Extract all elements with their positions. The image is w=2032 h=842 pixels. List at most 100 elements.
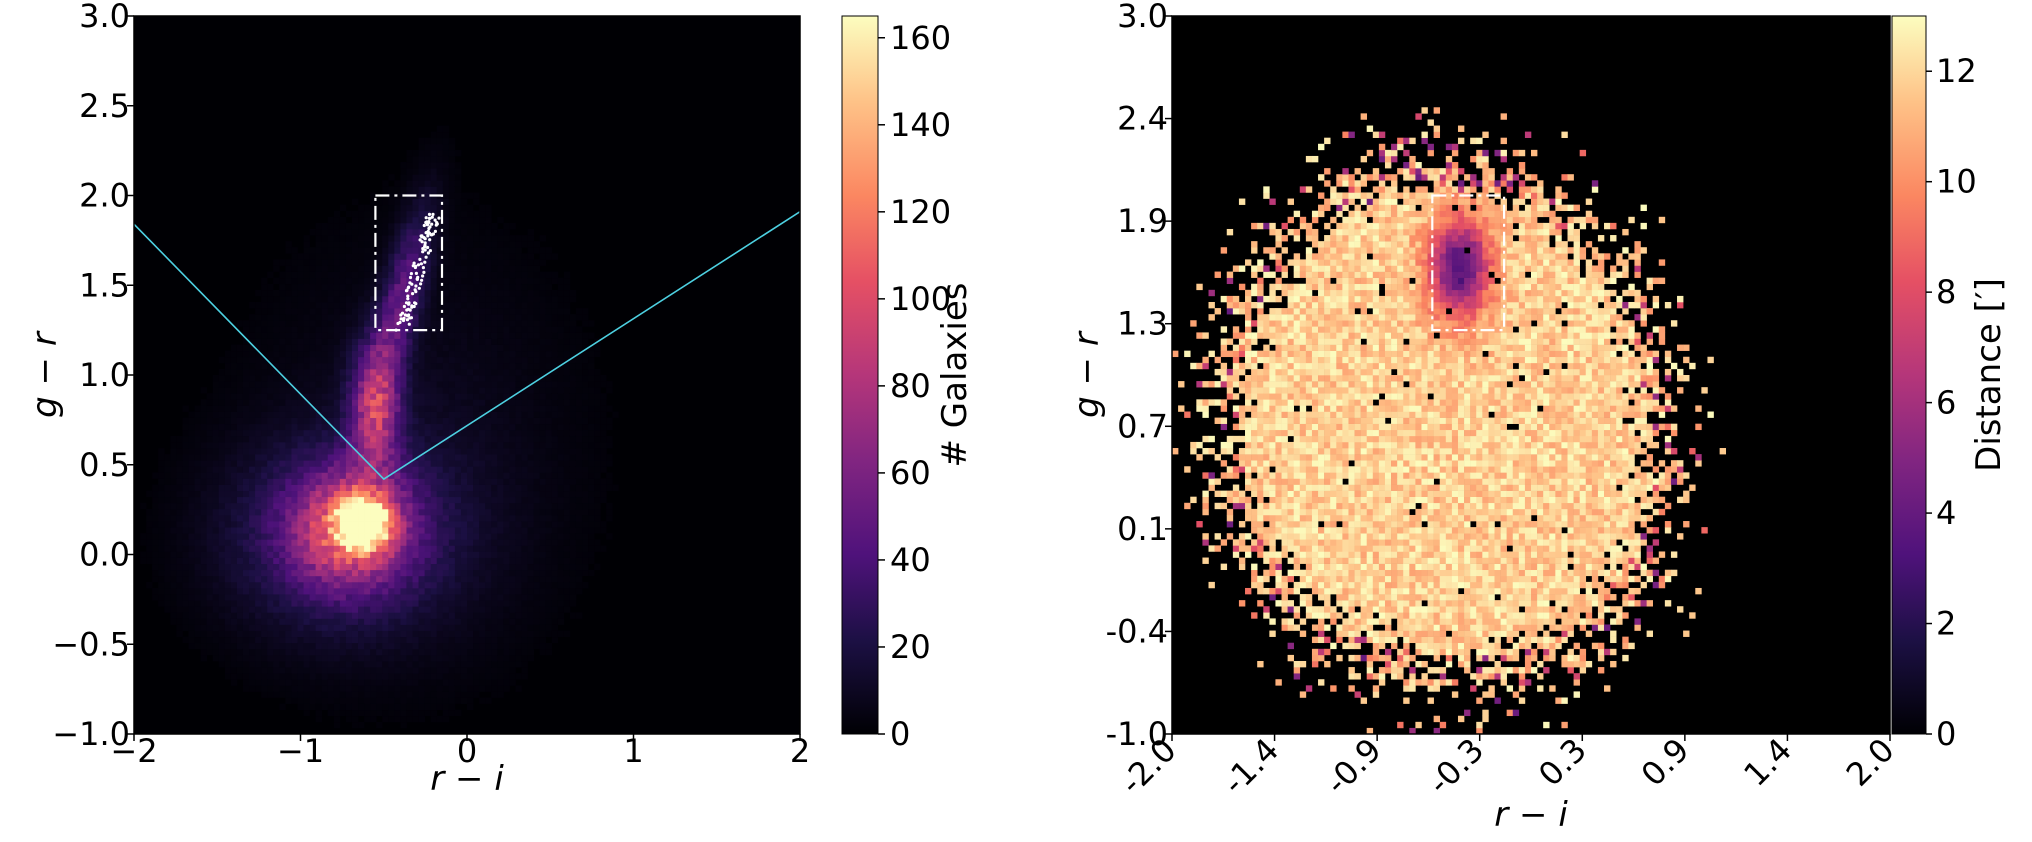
heatmap-cell <box>255 399 262 406</box>
heatmap-cell <box>545 253 553 260</box>
heatmap-cell <box>345 350 353 358</box>
heatmap-cell <box>406 521 413 528</box>
heatmap-cell <box>521 375 528 382</box>
heatmap-cell <box>430 314 438 321</box>
heatmap-cell <box>261 326 268 333</box>
heatmap-cell <box>515 514 522 522</box>
heatmap-cell <box>242 381 250 388</box>
heatmap-cell <box>370 454 377 461</box>
heatmap-cell <box>242 490 250 498</box>
heatmap-cell <box>406 271 413 279</box>
heatmap-cell <box>358 368 365 376</box>
heatmap-cell <box>327 362 335 370</box>
heatmap-cell <box>545 338 553 345</box>
heatmap-cell <box>321 527 329 534</box>
heatmap-cell <box>176 508 183 516</box>
heatmap-cell <box>376 496 383 504</box>
heatmap-cell <box>273 569 280 577</box>
heatmap-cell <box>551 368 559 376</box>
heatmap-cell <box>412 587 419 595</box>
heatmap-cell <box>467 259 474 266</box>
heatmap-cell <box>569 569 577 577</box>
heatmap-cell <box>327 393 335 400</box>
heatmap-cell <box>406 478 413 485</box>
heatmap-cell <box>351 411 359 418</box>
heatmap-cell <box>170 618 177 625</box>
heatmap-cell <box>218 606 226 613</box>
heatmap-cell <box>430 606 438 613</box>
heatmap-cell <box>297 466 304 473</box>
heatmap-cell <box>236 484 244 492</box>
heatmap-cell <box>279 514 286 522</box>
heatmap-cell <box>454 417 462 425</box>
heatmap-cell <box>255 320 262 327</box>
heatmap-cell <box>345 448 353 455</box>
heatmap-cell <box>436 131 444 139</box>
heatmap-cell <box>327 557 335 565</box>
heatmap-cell <box>339 423 347 431</box>
heatmap-cell <box>339 606 347 613</box>
heatmap-cell <box>303 301 310 309</box>
heatmap-cell <box>448 654 456 662</box>
heatmap-cell <box>200 648 208 656</box>
heatmap-cell <box>152 563 159 571</box>
heatmap-cell <box>503 508 510 516</box>
heatmap-cell <box>448 600 456 607</box>
heatmap-cell <box>539 630 547 638</box>
heatmap-cell <box>479 393 486 400</box>
heatmap-cell <box>218 399 226 406</box>
heatmap-cell <box>194 533 201 540</box>
heatmap-cell <box>545 539 553 546</box>
heatmap-cell <box>442 259 450 266</box>
heatmap-cell <box>430 155 438 163</box>
heatmap-cell <box>261 423 268 431</box>
heatmap-cell <box>249 484 256 492</box>
heatmap-cell <box>467 691 474 698</box>
heatmap-cell <box>364 703 371 711</box>
heatmap-cell <box>164 460 171 467</box>
heatmap-cell <box>418 228 426 236</box>
heatmap-cell <box>412 448 419 455</box>
heatmap-cell <box>176 587 183 595</box>
heatmap-cell <box>442 618 450 625</box>
heatmap-cell <box>473 685 480 692</box>
heatmap-cell <box>503 472 510 479</box>
heatmap-cell <box>569 289 577 297</box>
heatmap-cell <box>376 289 383 297</box>
heatmap-cell <box>467 648 474 656</box>
heatmap-cell <box>424 411 432 418</box>
heatmap-cell <box>491 235 498 242</box>
heatmap-cell <box>467 381 474 388</box>
heatmap-cell <box>345 630 353 638</box>
heatmap-cell <box>448 466 456 473</box>
heatmap-cell <box>333 685 341 692</box>
heatmap-cell <box>424 332 432 339</box>
heatmap-cell <box>364 642 371 650</box>
heatmap-cell <box>242 551 250 558</box>
heatmap-cell <box>509 667 516 674</box>
heatmap-cell <box>309 594 317 601</box>
heatmap-cell <box>418 332 426 339</box>
heatmap-cell <box>273 545 280 552</box>
heatmap-cell <box>557 277 565 285</box>
heatmap-cell <box>164 484 171 492</box>
heatmap-cell <box>442 502 450 510</box>
heatmap-cell <box>279 460 286 467</box>
heatmap-cell <box>497 356 504 364</box>
heatmap-cell <box>533 630 541 638</box>
heatmap-cell <box>303 368 310 376</box>
heatmap-cell <box>364 691 371 698</box>
heatmap-cell <box>321 326 329 333</box>
heatmap-cell <box>400 472 407 479</box>
heatmap-cell <box>479 636 486 644</box>
heatmap-cell <box>255 429 262 437</box>
heatmap-cell <box>315 259 323 266</box>
heatmap-cell <box>436 399 444 406</box>
heatmap-cell <box>412 277 419 285</box>
heatmap-cell <box>315 362 323 370</box>
heatmap-cell <box>200 563 208 571</box>
heatmap-cell <box>321 405 329 412</box>
heatmap-cell <box>424 338 432 345</box>
heatmap-cell <box>321 679 329 686</box>
heatmap-cell <box>491 667 498 674</box>
